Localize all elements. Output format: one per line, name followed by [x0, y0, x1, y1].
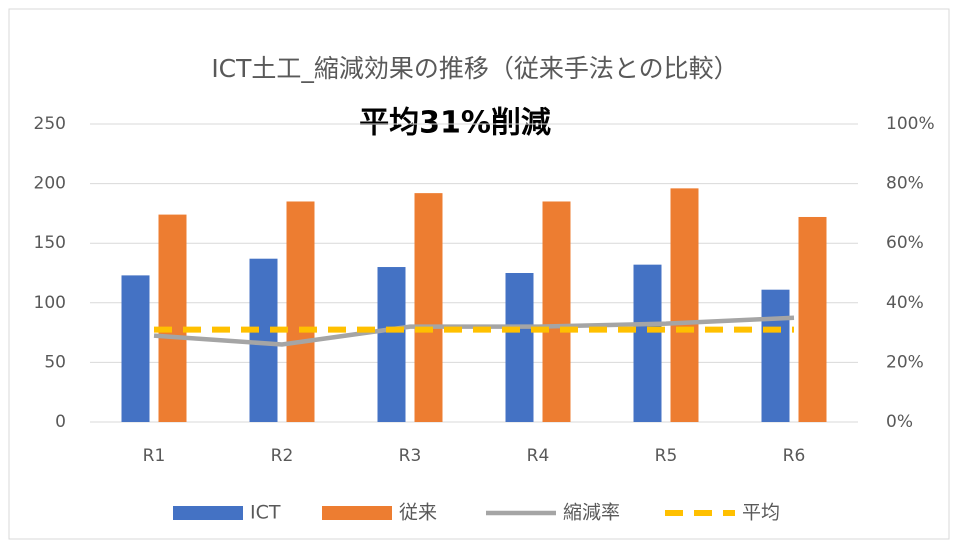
bar — [505, 273, 534, 422]
bar — [542, 201, 571, 422]
y-tick-label: 50 — [44, 352, 66, 372]
bar — [158, 214, 187, 422]
y2-tick-label: 60% — [886, 233, 924, 253]
y2-tick-label: 40% — [886, 293, 924, 313]
y-tick-label: 0 — [55, 412, 66, 432]
x-tick-label: R3 — [399, 446, 422, 466]
bar — [414, 193, 443, 422]
y2-tick-label: 20% — [886, 352, 924, 372]
x-tick-label: R5 — [655, 446, 678, 466]
x-tick-label: R1 — [143, 446, 166, 466]
y-tick-label: 150 — [34, 233, 66, 253]
y2-tick-label: 0% — [886, 412, 913, 432]
y-tick-label: 200 — [34, 174, 66, 194]
bar — [633, 264, 662, 422]
annotation: 平均31%削減 — [359, 106, 551, 141]
bar — [377, 267, 406, 422]
x-tick-label: R2 — [271, 446, 294, 466]
y2-tick-label: 80% — [886, 174, 924, 194]
x-tick-label: R6 — [783, 446, 806, 466]
legend-label: 縮減率 — [563, 502, 620, 524]
y2-tick-label: 100% — [886, 114, 935, 134]
bar — [121, 275, 150, 422]
legend-label: ICT — [250, 502, 281, 524]
y-tick-label: 250 — [34, 114, 66, 134]
legend-label: 従来 — [399, 502, 437, 524]
bar — [761, 289, 790, 422]
bar — [286, 201, 315, 422]
legend-swatch — [173, 506, 243, 520]
legend-swatch — [322, 506, 392, 520]
chart-title: ICT土工_縮減効果の推移（従来手法との比較） — [211, 54, 738, 83]
legend-label: 平均 — [742, 502, 780, 524]
x-tick-label: R4 — [527, 446, 550, 466]
bar — [798, 216, 827, 422]
y-tick-label: 100 — [34, 293, 66, 313]
bar — [670, 188, 699, 422]
